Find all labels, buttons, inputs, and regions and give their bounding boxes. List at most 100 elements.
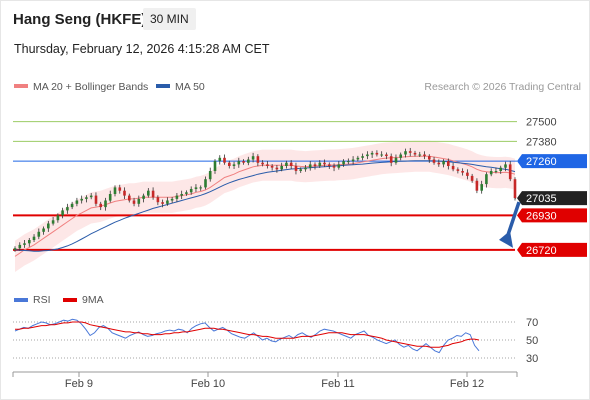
- candle-body-2: [23, 243, 26, 245]
- candle-body-4: [32, 236, 36, 240]
- candle-body-81: [399, 154, 402, 158]
- candle-body-35: [180, 194, 183, 196]
- candle-body-78: [385, 154, 388, 157]
- timeframe-badge[interactable]: 30 MIN: [143, 8, 196, 30]
- candle-body-102: [499, 167, 502, 171]
- candle-body-48: [242, 161, 245, 163]
- candle-body-54: [270, 166, 274, 168]
- credit-label: Research © 2026 Trading Central: [424, 81, 581, 93]
- rsi-line: [14, 318, 480, 354]
- candle-body-77: [380, 154, 383, 156]
- candle-body-40: [204, 179, 207, 188]
- candle-body-23: [123, 190, 126, 196]
- rsi-panel: 70 50 30: [13, 317, 538, 365]
- candle-body-92: [451, 166, 455, 170]
- candle-body-42: [213, 161, 217, 171]
- candle-body-33: [170, 198, 174, 201]
- candle-body-46: [232, 164, 236, 166]
- level-label-27260: 27260: [526, 156, 557, 168]
- candle-body-14: [80, 198, 83, 201]
- candle-body-10: [61, 210, 64, 216]
- candle-body-82: [404, 151, 407, 155]
- candle-body-45: [228, 162, 231, 166]
- forecast-arrow-head: [499, 230, 513, 248]
- candle-body-100: [489, 171, 493, 175]
- level-label-26930: 26930: [526, 210, 557, 222]
- levels-layer: [13, 121, 517, 251]
- candle-body-85: [418, 154, 422, 156]
- rsi-tick-30: 30: [526, 353, 538, 365]
- candle-body-91: [447, 161, 450, 166]
- x-axis: Feb 9 Feb 10 Feb 11 Feb 12: [12, 371, 518, 390]
- candle-body-84: [413, 152, 417, 155]
- candle-body-57: [285, 162, 288, 166]
- candle-body-26: [137, 198, 141, 204]
- candle-body-89: [437, 162, 441, 165]
- candle-body-105: [513, 179, 517, 199]
- candle-body-68: [337, 164, 341, 168]
- candle-body-19: [104, 200, 107, 208]
- candle-body-99: [485, 174, 488, 185]
- datetime-label: Thursday, February 12, 2026 4:15:28 AM C…: [14, 42, 270, 56]
- level-tag-26720: [517, 242, 587, 257]
- ma20-legend-swatch: [14, 84, 28, 88]
- x-tick-label-2: Feb 11: [321, 378, 354, 390]
- candle-body-15: [85, 197, 88, 199]
- candle-body-20: [108, 194, 112, 201]
- instrument-title: Hang Seng (HKFE): [13, 11, 147, 28]
- candle-body-66: [328, 164, 331, 166]
- candle-body-41: [208, 171, 212, 180]
- level-label-27500: 27500: [526, 117, 557, 129]
- candle-body-83: [408, 151, 412, 153]
- level-label-27035: 27035: [526, 193, 557, 205]
- candle-body-58: [289, 162, 293, 166]
- bollinger-band-layer: [15, 140, 515, 272]
- rsi-legend-label: RSI: [33, 294, 51, 306]
- candle-body-34: [175, 195, 179, 199]
- ma20-legend-label: MA 20 + Bollinger Bands: [33, 81, 148, 93]
- level-label-27380: 27380: [526, 136, 557, 148]
- candle-body-17: [94, 195, 98, 204]
- candle-body-16: [89, 195, 93, 198]
- candle-body-86: [423, 154, 426, 157]
- candle-body-64: [318, 162, 322, 166]
- x-tick-label-3: Feb 12: [450, 378, 484, 390]
- candle-body-53: [266, 164, 269, 166]
- candle-body-28: [147, 190, 150, 196]
- candle-body-93: [456, 169, 460, 171]
- x-tick-label-0: Feb 9: [65, 378, 93, 390]
- candle-body-61: [304, 167, 307, 170]
- candle-body-67: [332, 166, 336, 168]
- candle-body-101: [494, 171, 498, 172]
- ma20-line: [14, 155, 516, 257]
- moving-averages-layer: [14, 155, 516, 257]
- rsi-tick-50: 50: [526, 335, 538, 347]
- rsi-ma-line: [15, 321, 480, 348]
- candle-body-24: [128, 195, 131, 201]
- candle-body-74: [366, 154, 369, 157]
- candle-body-50: [251, 156, 255, 160]
- candle-body-75: [370, 152, 374, 155]
- candle-body-9: [56, 215, 60, 221]
- ma50-line: [14, 160, 516, 252]
- candle-body-96: [470, 175, 474, 181]
- candle-body-69: [342, 161, 345, 165]
- bollinger-band: [15, 140, 515, 272]
- candle-body-36: [185, 192, 188, 194]
- candle-body-65: [323, 162, 326, 165]
- candle-body-97: [475, 180, 479, 191]
- candle-body-3: [28, 240, 31, 244]
- candle-body-63: [313, 164, 317, 166]
- candle-body-70: [347, 161, 350, 163]
- level-tag-26930: [517, 208, 587, 223]
- candle-body-38: [194, 187, 198, 189]
- candle-body-79: [389, 156, 393, 163]
- candle-body-31: [161, 202, 164, 204]
- candle-body-87: [428, 156, 431, 160]
- rsi-ma-legend-label: 9MA: [82, 294, 104, 306]
- candle-body-29: [151, 190, 155, 198]
- ma50-legend-label: MA 50: [175, 81, 205, 93]
- candle-body-6: [42, 228, 45, 232]
- x-tick-label-1: Feb 10: [191, 378, 225, 390]
